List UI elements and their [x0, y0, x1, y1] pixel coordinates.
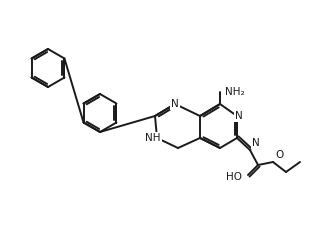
Text: NH: NH [145, 133, 161, 143]
Text: O: O [275, 150, 283, 160]
Text: N: N [252, 138, 260, 148]
Text: NH₂: NH₂ [225, 87, 245, 97]
Text: HO: HO [226, 172, 242, 182]
Text: N: N [235, 111, 243, 121]
Text: N: N [171, 99, 179, 109]
